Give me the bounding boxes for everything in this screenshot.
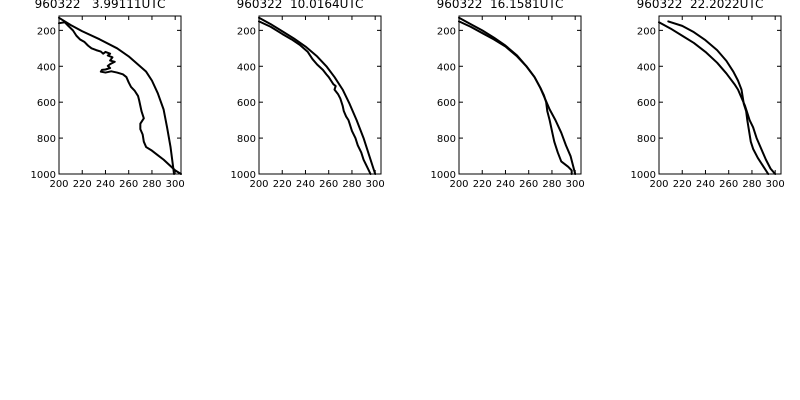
chart-title: 960322 16.1581UTC: [436, 0, 564, 11]
plot-frame: [258, 15, 382, 175]
series-line-2: [58, 21, 182, 175]
plot-frame: [658, 15, 782, 175]
y-tick-label: 400: [637, 62, 656, 73]
x-tick-label: 220: [473, 179, 492, 190]
y-tick-label: 600: [237, 98, 256, 109]
x-tick-label: 280: [542, 179, 561, 190]
x-tick-label: 200: [49, 179, 68, 190]
chart-panel-3: 960322 16.1581UTC 200 220 240 260 280 300 200 4…: [400, 0, 600, 200]
y-tick-label: 1000: [31, 170, 56, 181]
series-line-2: [458, 20, 573, 175]
x-tick-label: 220: [673, 179, 692, 190]
y-tick-label: 200: [37, 26, 56, 37]
x-tick-label: 240: [696, 179, 715, 190]
y-tick-label: 1000: [431, 170, 456, 181]
series-line-1: [658, 21, 777, 175]
x-tick-label: 200: [649, 179, 668, 190]
plot-frame: [58, 15, 182, 175]
y-tick-label: 400: [37, 62, 56, 73]
series-line-2: [258, 20, 372, 175]
chart-svg: 200 220 240 260 280 300 200 400 600 800 1000: [231, 15, 385, 190]
y-tick-label: 200: [237, 26, 256, 37]
series-line-2: [667, 20, 770, 175]
chart-svg: 200 220 240 260 280 300 200 400 600 800 1000: [631, 15, 785, 190]
chart-panel-4: 960322 22.2022UTC 200 220 240 260 280 300 200 4…: [600, 0, 800, 200]
x-tick-label: 300: [166, 179, 185, 190]
x-tick-label: 260: [319, 179, 338, 190]
x-tick-label: 300: [366, 179, 385, 190]
y-tick-label: 600: [437, 98, 456, 109]
x-tick-label: 240: [496, 179, 515, 190]
chart-title: 960322 10.0164UTC: [236, 0, 364, 11]
y-tick-label: 800: [437, 134, 456, 145]
x-tick-label: 240: [296, 179, 315, 190]
y-tick-label: 200: [437, 26, 456, 37]
y-tick-label: 800: [37, 134, 56, 145]
series-line-1: [58, 16, 176, 175]
y-tick-label: 400: [237, 62, 256, 73]
chart-panel-2: 960322 10.0164UTC 200 220 240 260 280 300 200 4…: [200, 0, 400, 200]
chart-svg: 200 220 240 260 280 300 200 400 600 800 1000: [31, 15, 185, 190]
x-tick-label: 300: [766, 179, 785, 190]
y-tick-label: 400: [437, 62, 456, 73]
y-tick-label: 200: [637, 26, 656, 37]
chart-title: 960322 22.2022UTC: [636, 0, 764, 11]
y-tick-label: 600: [637, 98, 656, 109]
series-line-1: [258, 16, 377, 175]
x-tick-label: 260: [119, 179, 138, 190]
x-tick-label: 240: [96, 179, 115, 190]
x-tick-label: 280: [742, 179, 761, 190]
y-tick-label: 1000: [631, 170, 656, 181]
chart-svg: 200 220 240 260 280 300 200 400 600 800 1000: [431, 15, 585, 190]
chart-panel-1: 960322 3.99111UTC 200 220 240 260 280 300 200 4…: [0, 0, 200, 200]
x-tick-label: 260: [719, 179, 738, 190]
x-tick-label: 220: [273, 179, 292, 190]
y-tick-label: 800: [637, 134, 656, 145]
x-tick-label: 300: [566, 179, 585, 190]
y-tick-label: 600: [37, 98, 56, 109]
x-tick-label: 260: [519, 179, 538, 190]
x-tick-label: 220: [73, 179, 92, 190]
x-tick-label: 200: [449, 179, 468, 190]
chart-title: 960322 3.99111UTC: [34, 0, 166, 11]
y-tick-label: 1000: [231, 170, 256, 181]
x-tick-label: 280: [142, 179, 161, 190]
x-tick-label: 200: [249, 179, 268, 190]
x-tick-label: 280: [342, 179, 361, 190]
plot-frame: [458, 15, 582, 175]
y-tick-label: 800: [237, 134, 256, 145]
